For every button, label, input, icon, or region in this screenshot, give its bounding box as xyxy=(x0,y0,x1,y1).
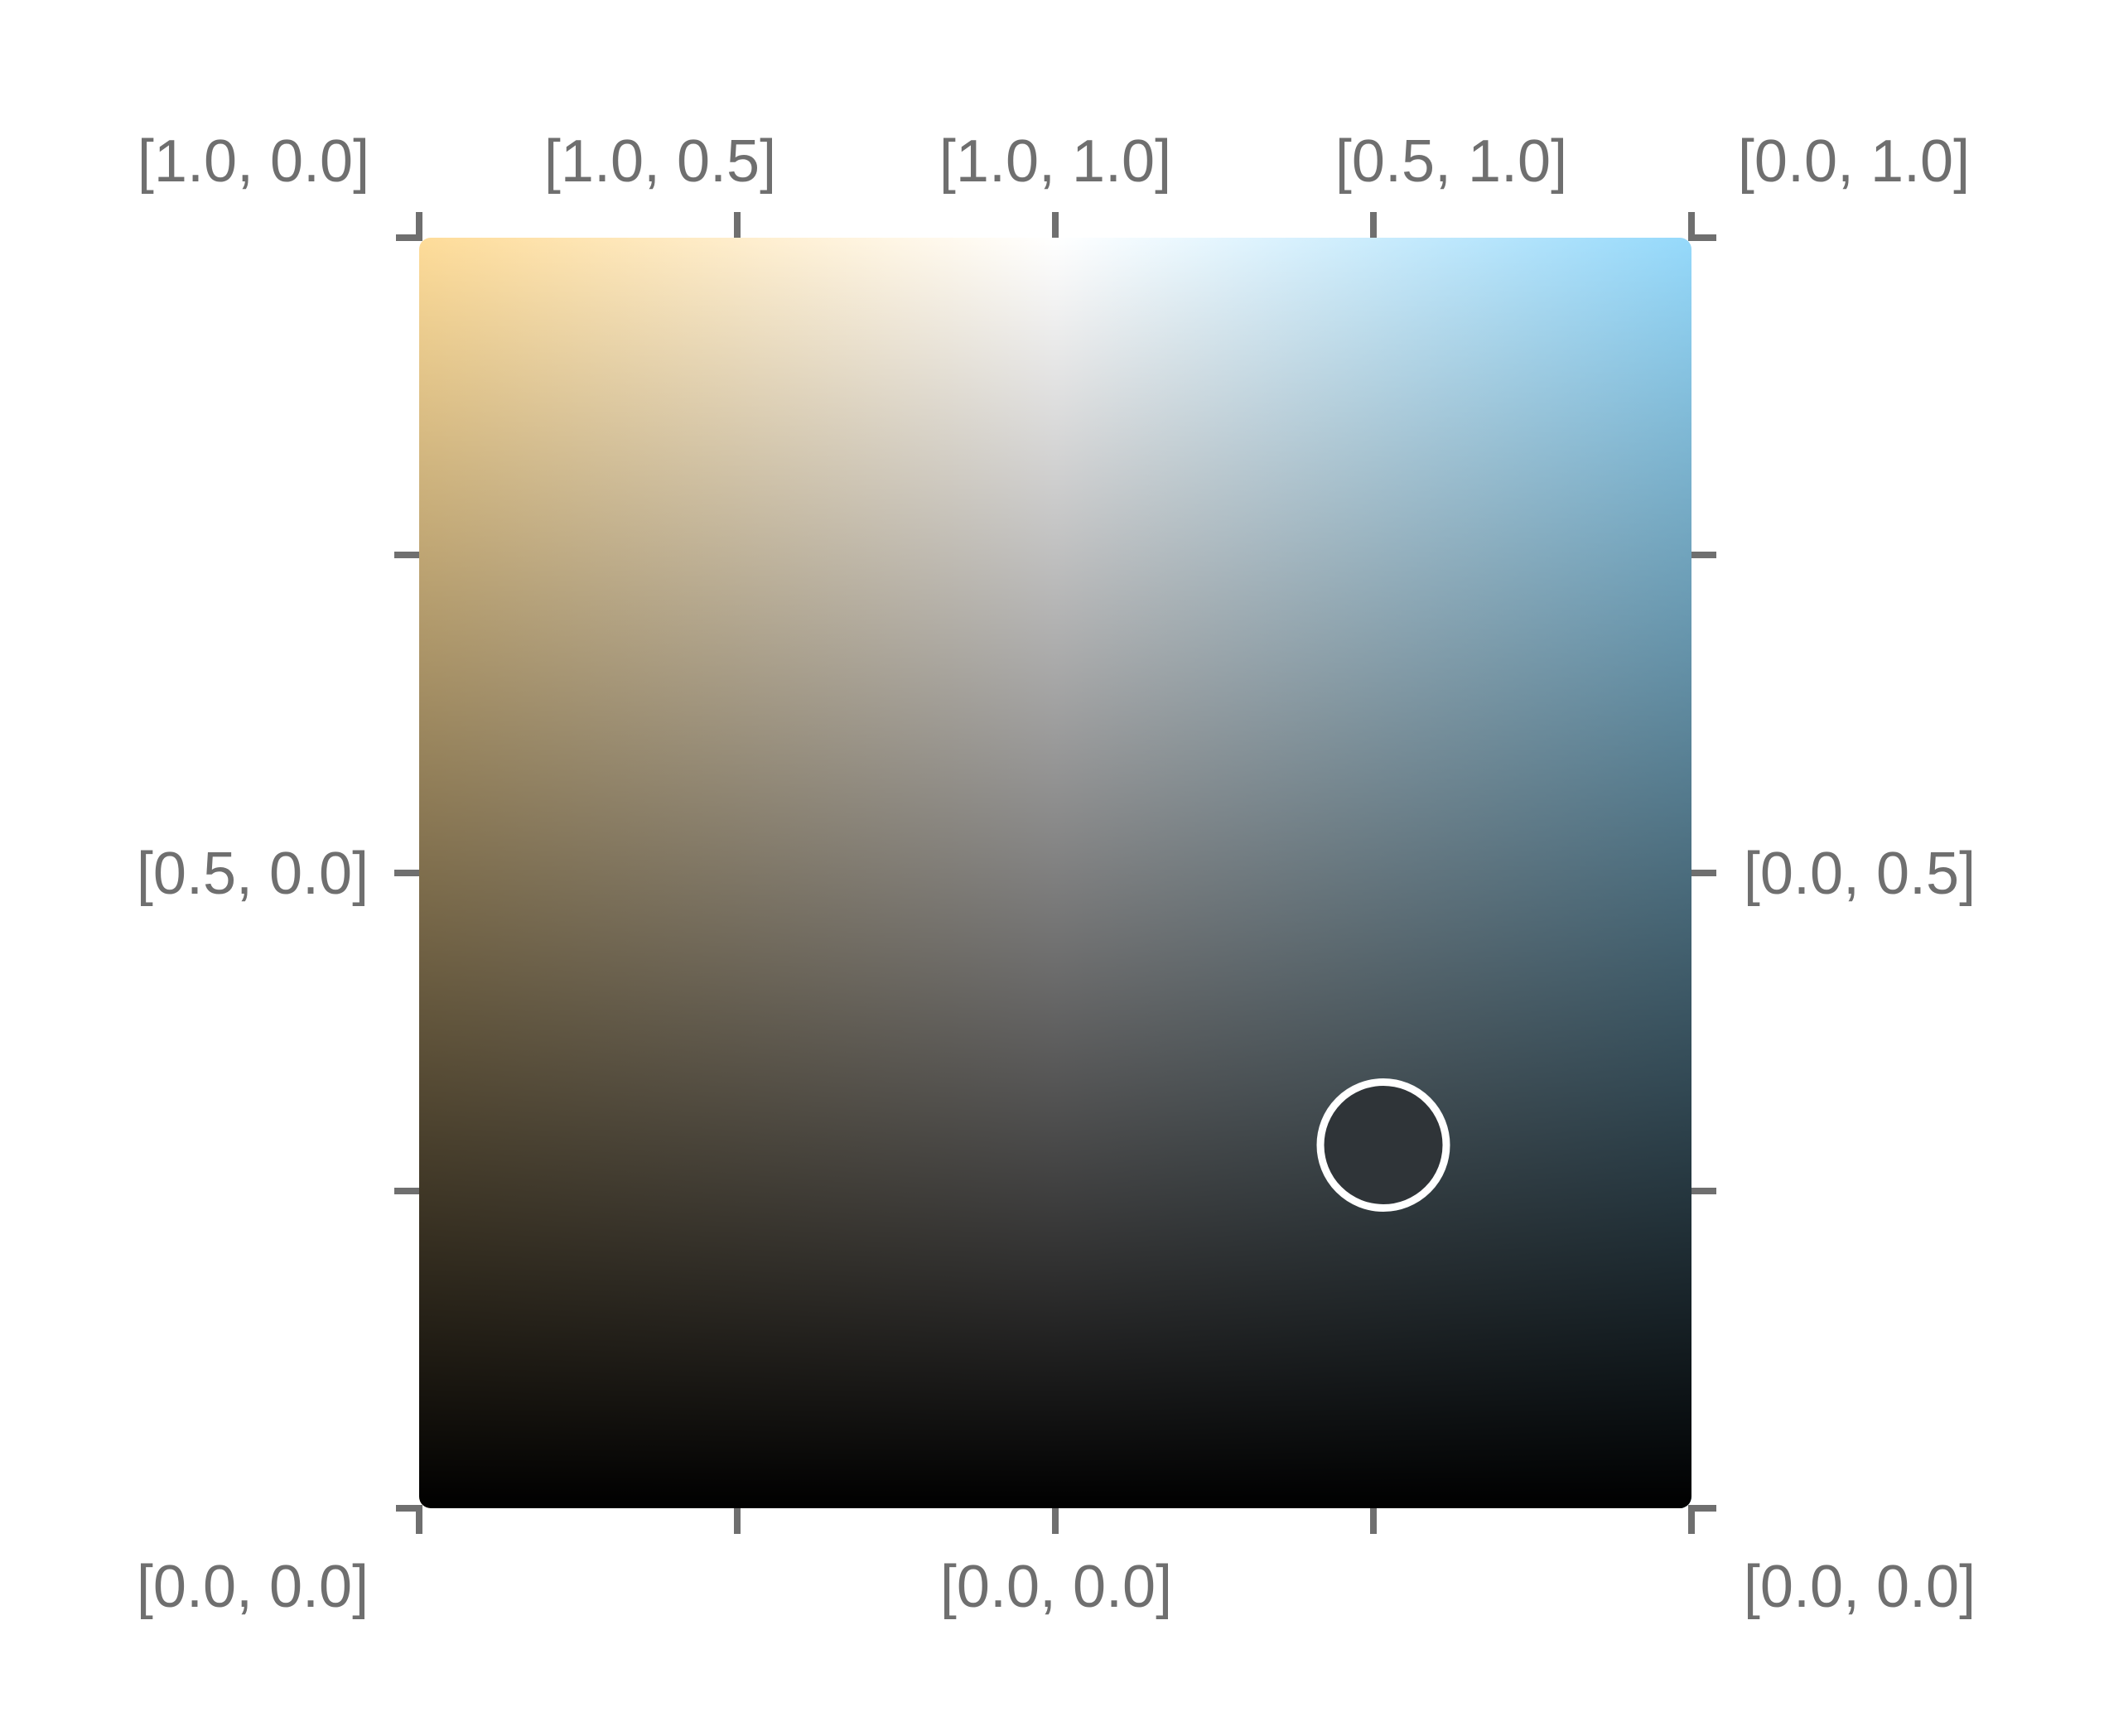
corner-tick-bottom-right xyxy=(1688,1505,1716,1534)
color-area[interactable] xyxy=(419,238,1691,1508)
picker-handle[interactable] xyxy=(1316,1078,1450,1212)
label-top-2: [1.0, 0.5] xyxy=(543,128,777,195)
label-top-3: [1.0, 1.0] xyxy=(939,128,1172,195)
darkness-gradient[interactable] xyxy=(419,238,1691,1508)
label-top-4: [0.5, 1.0] xyxy=(1334,128,1568,195)
label-bottom-mid: [0.0, 0.0] xyxy=(939,1554,1173,1620)
corner-tick-top-right xyxy=(1688,212,1716,241)
label-left-mid: [0.5, 0.0] xyxy=(136,841,369,907)
label-bottom-right: [0.0, 0.0] xyxy=(1743,1554,1976,1620)
label-bottom-left: [0.0, 0.0] xyxy=(136,1554,369,1620)
label-right-mid: [0.0, 0.5] xyxy=(1743,841,1976,907)
label-top-1: [1.0, 0.0] xyxy=(137,128,370,195)
corner-tick-bottom-left xyxy=(396,1505,422,1534)
tick-marks xyxy=(394,212,1716,1534)
label-top-5: [0.0, 1.0] xyxy=(1737,128,1971,195)
corner-tick-top-left xyxy=(396,212,422,241)
